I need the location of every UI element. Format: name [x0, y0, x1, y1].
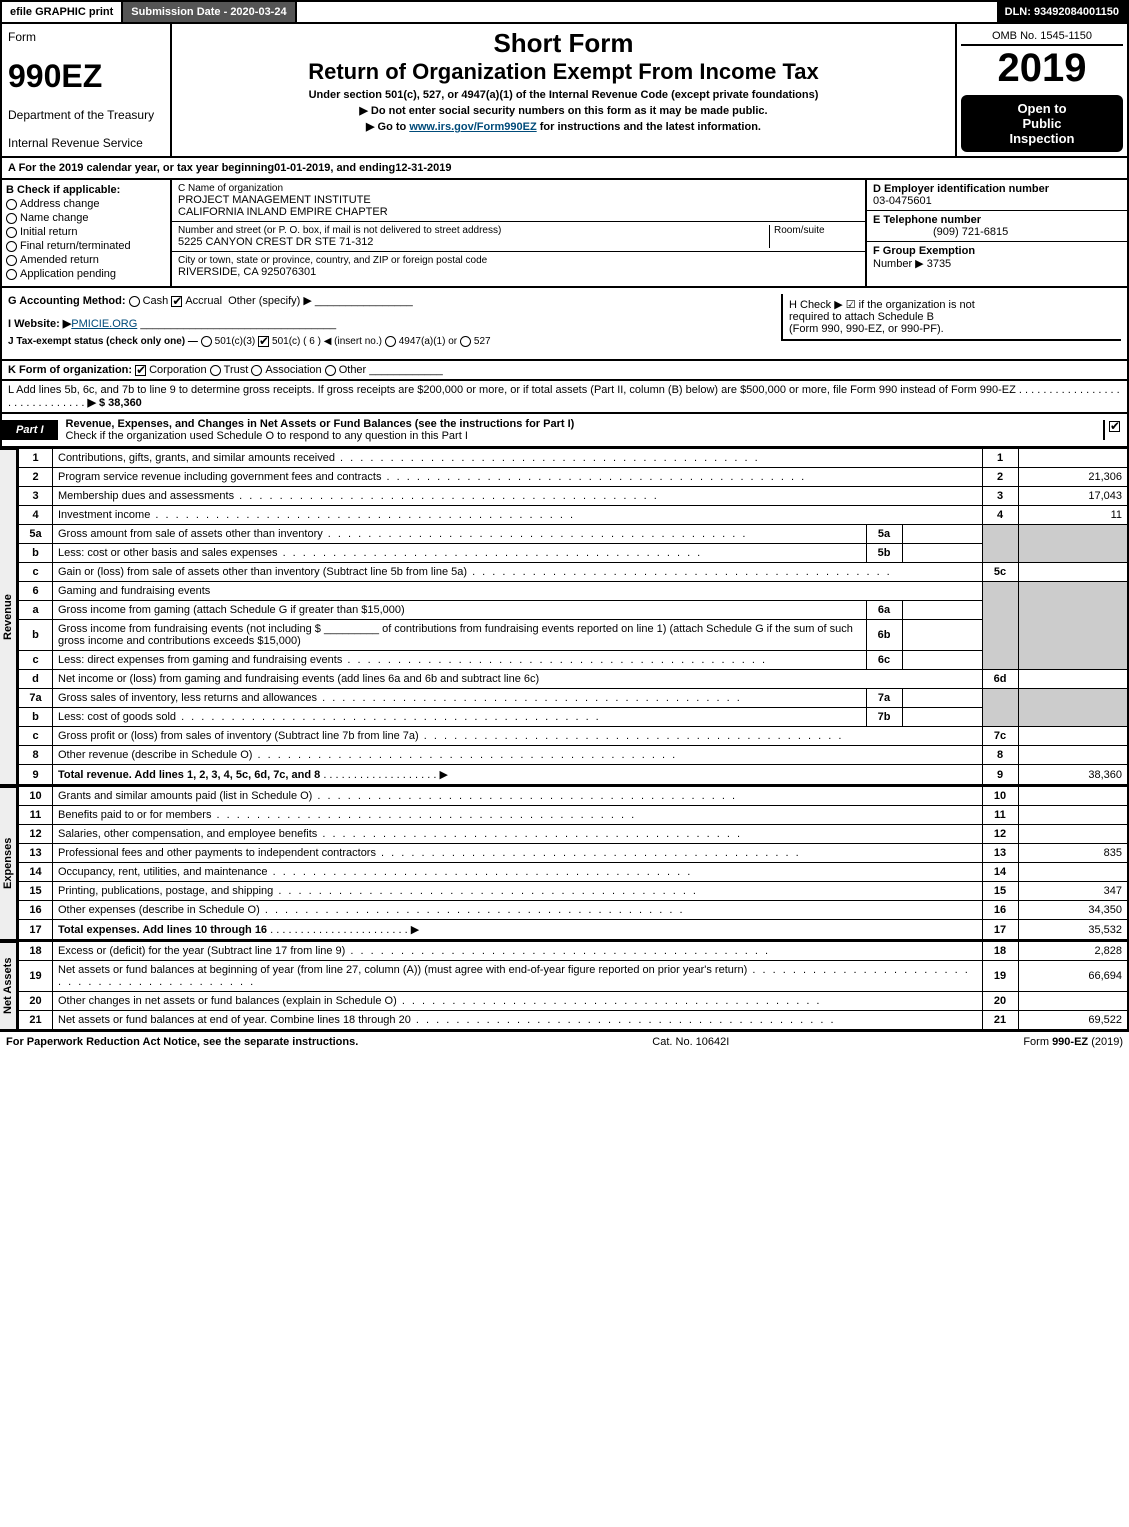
tax-year: 2019 — [961, 46, 1123, 91]
application-pending-check[interactable] — [6, 269, 17, 280]
room-suite: Room/suite — [769, 225, 859, 248]
website-link[interactable]: PMICIE.ORG — [71, 318, 137, 330]
501c-radio[interactable] — [258, 336, 269, 347]
phone-value: (909) 721-6815 — [873, 226, 1008, 238]
section-def: D Employer identification number03-04756… — [867, 180, 1127, 286]
org-name-2: CALIFORNIA INLAND EMPIRE CHAPTER — [178, 206, 859, 218]
phone-label: E Telephone number — [873, 214, 981, 226]
expenses-tab: Expenses — [0, 786, 18, 941]
revenue-tab: Revenue — [0, 448, 18, 786]
expenses-table: 10Grants and similar amounts paid (list … — [18, 786, 1129, 941]
efile-print: efile GRAPHIC print — [2, 2, 123, 22]
amended-return-check[interactable] — [6, 255, 17, 266]
ein-label: D Employer identification number — [873, 183, 1049, 195]
net-assets-table: 18Excess or (deficit) for the year (Subt… — [18, 941, 1129, 1031]
inspection-badge: Open toPublicInspection — [961, 95, 1123, 152]
irs: Internal Revenue Service — [8, 136, 164, 150]
assoc-check[interactable] — [251, 365, 262, 376]
addr-change-check[interactable] — [6, 199, 17, 210]
form-header: Form 990EZ Department of the Treasury In… — [0, 24, 1129, 158]
dept: Department of the Treasury — [8, 108, 164, 122]
form-word: Form — [8, 30, 164, 44]
final-return-check[interactable] — [6, 241, 17, 252]
title-return: Return of Organization Exempt From Incom… — [178, 59, 949, 85]
subtitle-section: Under section 501(c), 527, or 4947(a)(1)… — [178, 89, 949, 101]
initial-return-check[interactable] — [6, 227, 17, 238]
city-label: City or town, state or province, country… — [178, 255, 859, 266]
section-g-through-l: H Check ▶ ☑ if the organization is notre… — [0, 288, 1129, 361]
section-k: K Form of organization: Corporation Trus… — [0, 361, 1129, 381]
submission-date: Submission Date - 2020-03-24 — [123, 2, 296, 22]
omb-number: OMB No. 1545-1150 — [961, 28, 1123, 46]
form-number: 990EZ — [8, 58, 164, 95]
street-value: 5225 CANYON CREST DR STE 71-312 — [178, 236, 769, 248]
part-1-checkbox[interactable] — [1103, 420, 1127, 440]
501c3-radio[interactable] — [201, 336, 212, 347]
527-radio[interactable] — [460, 336, 471, 347]
footer-cat: Cat. No. 10642I — [652, 1036, 729, 1048]
dln: DLN: 93492084001150 — [997, 2, 1127, 22]
revenue-table: 1Contributions, gifts, grants, and simil… — [18, 448, 1129, 786]
group-exempt-label: F Group Exemption — [873, 245, 975, 257]
part-1-label: Part I — [2, 420, 58, 440]
irs-link[interactable]: www.irs.gov/Form990EZ — [409, 121, 536, 133]
org-name-1: PROJECT MANAGEMENT INSTITUTE — [178, 194, 859, 206]
footer-left: For Paperwork Reduction Act Notice, see … — [6, 1036, 358, 1048]
topbar: efile GRAPHIC print Submission Date - 20… — [0, 0, 1129, 24]
street-label: Number and street (or P. O. box, if mail… — [178, 225, 769, 236]
net-assets-tab: Net Assets — [0, 941, 18, 1031]
corp-check[interactable] — [135, 365, 146, 376]
accrual-radio[interactable] — [171, 296, 182, 307]
subtitle-goto: ▶ Go to www.irs.gov/Form990EZ for instru… — [178, 120, 949, 133]
section-a: A For the 2019 calendar year, or tax yea… — [0, 158, 1129, 180]
ein-value: 03-0475601 — [873, 195, 932, 207]
cash-radio[interactable] — [129, 296, 140, 307]
name-label: C Name of organization — [178, 183, 859, 194]
section-l: L Add lines 5b, 6c, and 7b to line 9 to … — [0, 381, 1129, 414]
trust-check[interactable] — [210, 365, 221, 376]
page-footer: For Paperwork Reduction Act Notice, see … — [0, 1031, 1129, 1052]
part-1-title: Revenue, Expenses, and Changes in Net As… — [58, 414, 1103, 446]
footer-form: Form 990-EZ (2019) — [1023, 1036, 1123, 1048]
section-c: C Name of organization PROJECT MANAGEMEN… — [172, 180, 867, 286]
title-short-form: Short Form — [178, 28, 949, 59]
part-1-header: Part I Revenue, Expenses, and Changes in… — [0, 414, 1129, 448]
name-change-check[interactable] — [6, 213, 17, 224]
subtitle-ssn: ▶ Do not enter social security numbers o… — [178, 104, 949, 117]
4947-radio[interactable] — [385, 336, 396, 347]
city-value: RIVERSIDE, CA 925076301 — [178, 266, 859, 278]
group-exempt-value: 3735 — [927, 258, 951, 270]
other-check[interactable] — [325, 365, 336, 376]
info-block: B Check if applicable: Address change Na… — [0, 180, 1129, 288]
section-b: B Check if applicable: Address change Na… — [2, 180, 172, 286]
section-h: H Check ▶ ☑ if the organization is notre… — [781, 294, 1121, 341]
